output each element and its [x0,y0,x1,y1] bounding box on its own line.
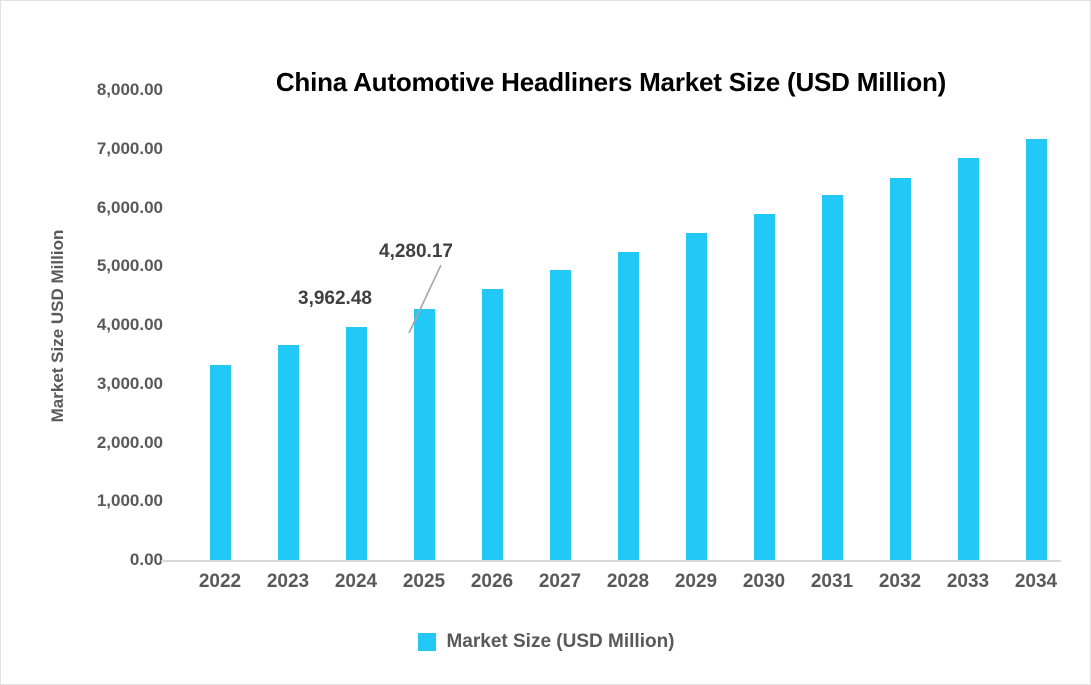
x-tick-label-2034: 2034 [1014,571,1058,592]
y-tick-label: 5,000.00 [96,256,163,276]
x-tick-label-2027: 2027 [538,571,582,592]
data-label-2025: 4,280.17 [379,241,453,262]
x-tick-label-2024: 2024 [334,571,378,592]
bar-2028[interactable] [617,252,639,560]
bar-2033[interactable] [957,158,979,560]
chart-legend: Market Size (USD Million) [1,631,1090,653]
legend-swatch-market-size [418,633,437,651]
bar-2030[interactable] [753,213,775,560]
x-tick-label-2030: 2030 [742,571,786,592]
y-tick-label: 7,000.00 [96,138,163,158]
x-tick-label-2023: 2023 [266,571,310,592]
x-tick-label-2033: 2033 [946,571,990,592]
x-tick-label-2032: 2032 [878,571,922,592]
bar-2023[interactable] [277,344,299,560]
x-axis-line [161,560,1061,562]
x-tick-label-2031: 2031 [810,571,854,592]
x-tick-label-2025: 2025 [402,571,446,592]
legend-label-market-size: Market Size (USD Million) [446,631,675,652]
bar-2031[interactable] [821,195,843,560]
bar-2026[interactable] [481,288,503,560]
x-tick-label-2022: 2022 [198,571,242,592]
bar-2032[interactable] [889,177,911,560]
y-tick-label: 8,000.00 [96,80,163,99]
x-tick-label-2028: 2028 [606,571,650,592]
y-tick-label: 4,000.00 [96,315,163,334]
y-tick-label: 0.00 [129,550,163,569]
y-tick-label: 2,000.00 [96,432,163,452]
bar-2024[interactable] [345,327,367,560]
bar-2034[interactable] [1025,139,1047,560]
y-axis-tick-labels: 0.00 1,000.00 2,000.00 3,000.00 4,000.00 5,00… [53,80,163,569]
y-tick-label: 1,000.00 [96,491,163,511]
y-tick-label: 6,000.00 [96,197,163,217]
x-tick-label-2029: 2029 [674,571,718,592]
plot-area [173,90,1061,560]
bar-2027[interactable] [549,270,571,560]
bar-2025[interactable] [413,308,435,560]
bar-2029[interactable] [685,232,707,560]
x-axis-tick-labels: 2022 2023 2024 2025 2026 2027 2028 2029 2030 2031… [173,571,1061,601]
bar-2022[interactable] [209,364,231,560]
chart-title: China Automotive Headliners Market Size … [275,67,947,97]
y-tick-label: 3,000.00 [96,373,163,393]
data-label-2024: 3,962.48 [298,288,372,309]
x-tick-label-2026: 2026 [470,571,514,592]
